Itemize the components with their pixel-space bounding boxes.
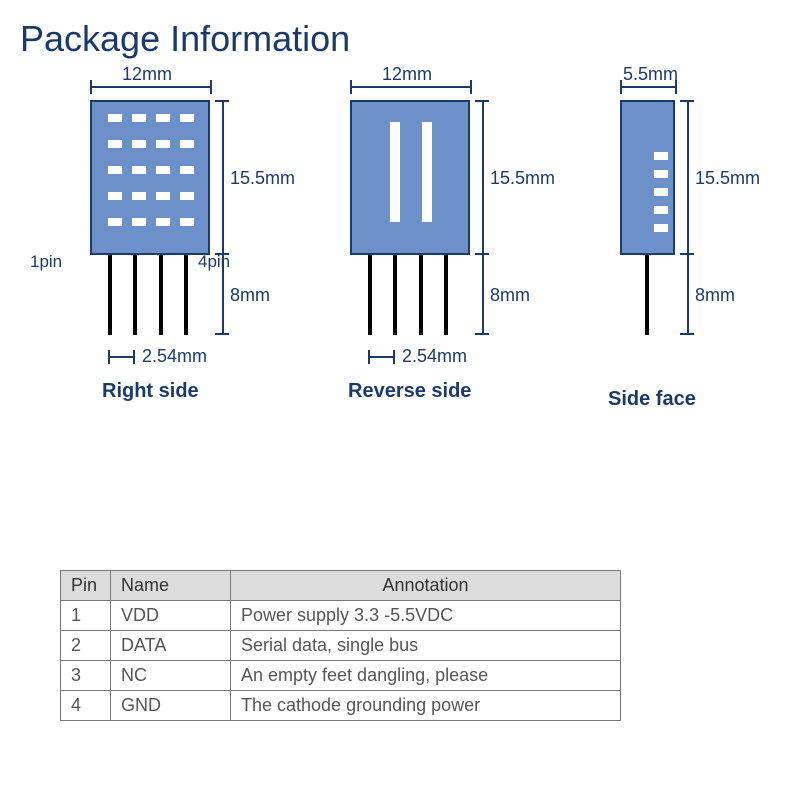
dim-label-pinlen: 8mm <box>230 285 270 306</box>
page-title: Package Information <box>20 18 350 60</box>
table-row: 1 VDD Power supply 3.3 -5.5VDC <box>61 601 621 631</box>
sensor-body-reverse <box>350 100 470 255</box>
table-cell: Power supply 3.3 -5.5VDC <box>231 601 621 631</box>
side-slot <box>654 152 668 160</box>
vent-hole <box>108 218 122 226</box>
pin <box>133 255 137 335</box>
dim-line <box>108 356 135 358</box>
dim-label-pinlen: 8mm <box>695 285 735 306</box>
pin <box>645 255 649 335</box>
dim-line <box>620 86 677 88</box>
vent-hole <box>108 114 122 122</box>
vent-hole <box>156 140 170 148</box>
dim-line <box>687 100 689 255</box>
vent-hole <box>180 114 194 122</box>
table-cell: Serial data, single bus <box>231 631 621 661</box>
vent-hole <box>132 166 146 174</box>
vent-hole <box>180 218 194 226</box>
side-slot <box>654 188 668 196</box>
pin <box>368 255 372 335</box>
view-right-side: 12mm <box>60 70 300 450</box>
vent-hole <box>132 114 146 122</box>
dim-line <box>482 100 484 255</box>
pin-table: Pin Name Annotation 1 VDD Power supply 3… <box>60 570 621 721</box>
table-cell: NC <box>111 661 231 691</box>
vent-hole <box>132 192 146 200</box>
dim-line <box>687 255 689 335</box>
vent-hole <box>108 140 122 148</box>
vent-hole <box>132 218 146 226</box>
dim-line <box>368 356 395 358</box>
table-cell: An empty feet dangling, please <box>231 661 621 691</box>
table-row: 2 DATA Serial data, single bus <box>61 631 621 661</box>
dim-label-pinlen: 8mm <box>490 285 530 306</box>
sensor-body-side <box>620 100 675 255</box>
vent-hole <box>156 192 170 200</box>
table-cell: GND <box>111 691 231 721</box>
pin4-label: 4pin <box>198 252 230 272</box>
table-cell: VDD <box>111 601 231 631</box>
side-slot <box>654 206 668 214</box>
dim-label-width: 5.5mm <box>623 64 678 85</box>
pin <box>159 255 163 335</box>
dim-label-height: 15.5mm <box>695 168 760 189</box>
table-cell: 2 <box>61 631 111 661</box>
table-header-annotation: Annotation <box>231 571 621 601</box>
table-cell: DATA <box>111 631 231 661</box>
slot <box>390 122 400 222</box>
vent-hole <box>180 192 194 200</box>
table-row: 4 GND The cathode grounding power <box>61 691 621 721</box>
pin <box>184 255 188 335</box>
dim-label-pitch: 2.54mm <box>402 346 467 367</box>
table-row: 3 NC An empty feet dangling, please <box>61 661 621 691</box>
vent-hole <box>156 166 170 174</box>
dim-label-height: 15.5mm <box>490 168 555 189</box>
pin <box>444 255 448 335</box>
view-reverse-side: 12mm 15.5mm 8mm 2.54mm Reverse side <box>320 70 560 450</box>
table-header-pin: Pin <box>61 571 111 601</box>
vent-hole <box>156 114 170 122</box>
pin <box>393 255 397 335</box>
table-cell: 4 <box>61 691 111 721</box>
view-side-face: 5.5mm 15.5mm 8mm Side face <box>590 70 790 450</box>
table-header-row: Pin Name Annotation <box>61 571 621 601</box>
vent-hole <box>108 192 122 200</box>
diagram-area: 12mm <box>0 70 800 490</box>
view-label-reverse: Reverse side <box>348 380 471 403</box>
side-slot <box>654 224 668 232</box>
pin1-label: 1pin <box>30 252 62 272</box>
vent-hole <box>156 218 170 226</box>
dim-line <box>90 86 212 88</box>
dim-line <box>350 86 472 88</box>
vent-hole <box>108 166 122 174</box>
table-header-name: Name <box>111 571 231 601</box>
sensor-body-right <box>90 100 210 255</box>
dim-label-width: 12mm <box>122 64 172 85</box>
table-cell: 1 <box>61 601 111 631</box>
view-label-side: Side face <box>608 388 696 411</box>
slot <box>422 122 432 222</box>
pin <box>419 255 423 335</box>
dim-line <box>222 255 224 335</box>
view-label-right: Right side <box>102 380 199 403</box>
dim-line <box>482 255 484 335</box>
vent-hole <box>132 140 146 148</box>
table-cell: 3 <box>61 661 111 691</box>
dim-label-height: 15.5mm <box>230 168 295 189</box>
dim-label-width: 12mm <box>382 64 432 85</box>
table-cell: The cathode grounding power <box>231 691 621 721</box>
vent-hole <box>180 140 194 148</box>
pin <box>108 255 112 335</box>
vent-hole <box>180 166 194 174</box>
side-slot <box>654 170 668 178</box>
dim-line <box>222 100 224 255</box>
dim-label-pitch: 2.54mm <box>142 346 207 367</box>
